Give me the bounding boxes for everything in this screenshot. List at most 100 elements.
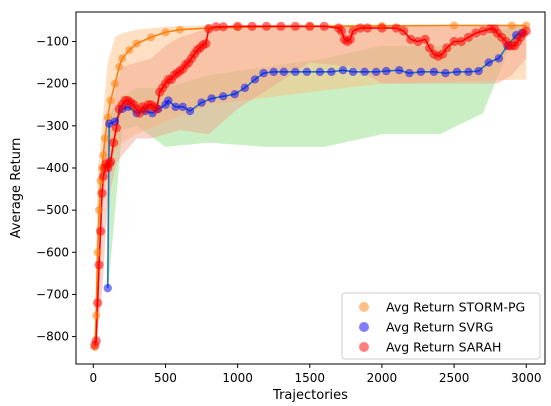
data-point [95,206,104,215]
data-point [108,138,119,148]
data-point [152,104,162,114]
data-point [230,90,239,99]
data-point [147,33,156,42]
data-point [416,67,426,77]
data-point [345,34,355,45]
data-point [201,39,211,49]
data-point [406,34,416,45]
x-axis-ticks: 0 500 1000 1500 2000 2500 3000 [89,364,542,385]
data-point [269,67,278,77]
data-point [291,67,300,77]
data-point [302,67,312,77]
data-point [103,113,112,122]
data-point [319,21,329,31]
data-point [94,260,104,270]
data-point [362,23,373,33]
data-point [377,23,387,33]
data-point [118,54,127,63]
data-point [327,67,336,77]
data-point [276,21,286,31]
data-point [111,123,122,133]
data-point [175,25,184,34]
data-point [93,298,103,308]
data-point [507,21,516,30]
data-point [398,26,409,36]
data-point [250,75,260,84]
data-point [233,21,243,31]
data-point [441,68,450,78]
data-point [178,102,187,112]
y-tick-label: −800 [36,330,69,344]
data-point [92,311,101,320]
y-tick-label: −500 [36,203,69,217]
y-tick-label: −400 [36,161,69,175]
legend-label: Avg Return STORM-PG [386,300,525,315]
legend: Avg Return STORM-PG Avg Return SVRG Avg Re… [341,292,541,360]
x-tick-label: 0 [89,371,97,385]
data-point [420,34,430,45]
data-point [348,26,358,36]
data-point [171,102,180,112]
data-point [106,96,115,105]
x-tick-label: 1000 [222,371,253,385]
data-point [207,94,216,103]
data-point [95,226,106,236]
data-point [290,21,300,31]
data-point [382,66,391,76]
x-axis-label: Trajectories [272,388,348,403]
data-point [279,67,289,77]
data-point [240,83,250,93]
data-point [456,36,466,47]
legend-label: Avg Return SARAH [386,340,501,355]
data-point [204,24,214,34]
x-tick-label: 1500 [295,371,326,385]
x-tick-label: 2500 [439,371,470,385]
data-point [110,79,119,88]
y-axis-label: Average Return [9,138,24,239]
x-tick-label: 3000 [511,371,542,385]
data-point [93,248,102,257]
data-point [405,68,414,78]
data-point [463,32,474,42]
data-point [348,67,358,77]
data-point [521,26,531,36]
data-point [471,28,481,38]
data-point [395,65,404,75]
data-point [336,26,347,36]
data-point [474,66,483,76]
data-point [161,28,170,37]
data-point [450,21,459,30]
data-point [494,54,504,63]
band-1 [107,24,527,295]
legend-label: Avg Return SVRG [386,320,493,335]
data-point [115,62,124,71]
data-point [197,98,206,107]
data-point [442,43,452,53]
data-point [99,151,108,160]
data-point [371,67,381,77]
x-tick-label: 2000 [367,371,398,385]
data-point [100,134,109,143]
data-point [360,67,369,77]
data-point [355,23,365,33]
data-point [429,67,439,77]
data-point [338,65,348,75]
data-point [449,36,459,47]
data-point [315,67,325,77]
legend-marker [359,302,369,312]
data-point [97,188,107,198]
data-point [98,171,109,182]
data-point [185,106,195,116]
y-tick-label: −200 [36,77,69,91]
data-point [464,67,473,77]
data-point [478,26,488,36]
data-point [218,92,228,101]
x-tick-label: 500 [154,371,177,385]
legend-marker [359,342,369,352]
data-point [211,22,221,32]
y-tick-label: −100 [36,35,69,49]
data-point [305,21,315,31]
data-point [247,21,257,31]
data-point [259,68,268,78]
